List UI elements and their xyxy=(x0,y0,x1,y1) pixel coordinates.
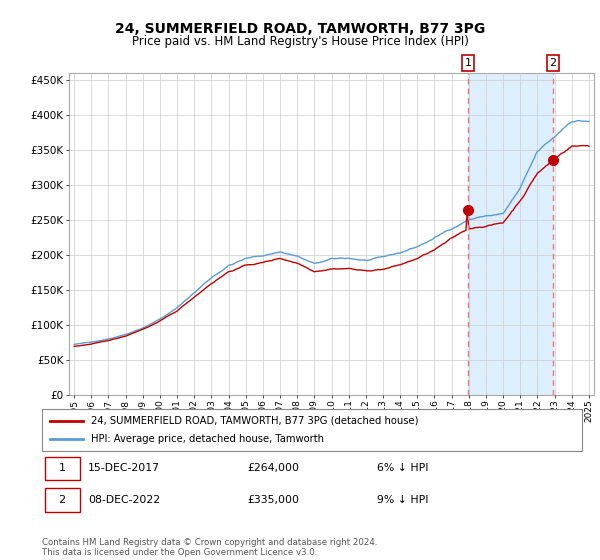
Text: HPI: Average price, detached house, Tamworth: HPI: Average price, detached house, Tamw… xyxy=(91,434,323,444)
Text: 15-DEC-2017: 15-DEC-2017 xyxy=(88,464,160,473)
Bar xyxy=(468,73,553,395)
Text: 2: 2 xyxy=(550,58,557,68)
Text: 1: 1 xyxy=(464,58,472,68)
Text: Contains HM Land Registry data © Crown copyright and database right 2024.
This d: Contains HM Land Registry data © Crown c… xyxy=(42,538,377,557)
FancyBboxPatch shape xyxy=(42,409,582,451)
Text: 24, SUMMERFIELD ROAD, TAMWORTH, B77 3PG: 24, SUMMERFIELD ROAD, TAMWORTH, B77 3PG xyxy=(115,22,485,36)
Text: 08-DEC-2022: 08-DEC-2022 xyxy=(88,495,160,505)
Text: Price paid vs. HM Land Registry's House Price Index (HPI): Price paid vs. HM Land Registry's House … xyxy=(131,35,469,48)
FancyBboxPatch shape xyxy=(45,488,80,512)
Text: £264,000: £264,000 xyxy=(247,464,299,473)
FancyBboxPatch shape xyxy=(45,457,80,480)
Text: £335,000: £335,000 xyxy=(247,495,299,505)
Text: 1: 1 xyxy=(58,464,65,473)
Text: 6% ↓ HPI: 6% ↓ HPI xyxy=(377,464,428,473)
Text: 9% ↓ HPI: 9% ↓ HPI xyxy=(377,495,428,505)
Text: 24, SUMMERFIELD ROAD, TAMWORTH, B77 3PG (detached house): 24, SUMMERFIELD ROAD, TAMWORTH, B77 3PG … xyxy=(91,416,418,426)
Text: 2: 2 xyxy=(58,495,65,505)
